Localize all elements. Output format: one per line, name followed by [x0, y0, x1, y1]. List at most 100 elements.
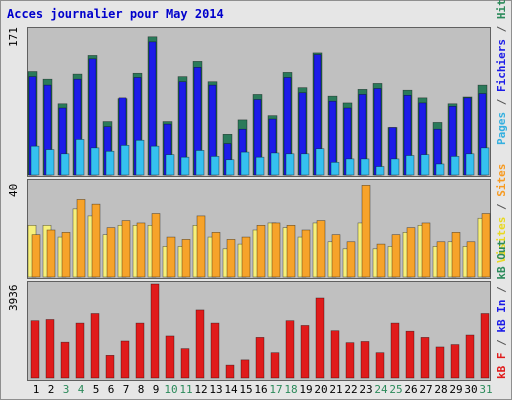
bar-pages: Pages 3: 25	[60, 153, 70, 176]
bar-sites: Sites 28: 15	[436, 241, 446, 278]
day-label: 30	[464, 383, 477, 396]
bar-sites: Sites 12: 26	[196, 215, 206, 278]
bar-kb: kB F 20: 3350	[315, 297, 325, 379]
bar-sites: Sites 20: 24	[316, 220, 326, 278]
bar-pages: Pages 30: 25	[465, 153, 475, 176]
bar-sites: Sites 23: 39	[361, 185, 371, 278]
bar-pages: Pages 2: 30	[45, 149, 55, 176]
bar-kb: kB F 6: 950	[105, 355, 115, 379]
bar-pages: Pages 10: 24	[165, 154, 175, 176]
bar-sites: Sites 22: 15	[346, 241, 356, 278]
bar-kb: kB F 17: 1060	[270, 352, 280, 379]
bar-kb: kB F 13: 2300	[210, 322, 220, 379]
bar-kb: kB F 31: 2700	[480, 313, 490, 379]
day-label: 14	[224, 383, 238, 396]
bar-pages: Pages 26: 23	[405, 155, 415, 176]
day-label: 17	[269, 383, 282, 396]
bar-sites: Sites 4: 33	[76, 199, 86, 278]
day-label: 1	[33, 383, 40, 396]
bar-sites: Sites 26: 21	[406, 227, 416, 278]
bar-kb: kB F 12: 2850	[195, 309, 205, 379]
day-label: 28	[434, 383, 447, 396]
bar-pages: Pages 12: 29	[195, 150, 205, 176]
bar-sites: Sites 5: 31	[91, 203, 101, 278]
bar-sites: Sites 6: 21	[106, 227, 116, 278]
bar-sites: Sites 14: 16	[226, 239, 236, 278]
bar-kb: kB F 23: 1530	[360, 341, 370, 379]
day-label: 19	[299, 383, 312, 396]
day-label: 5	[93, 383, 100, 396]
bar-kb: kB F 22: 1480	[345, 342, 355, 379]
day-label: 25	[389, 383, 402, 396]
bar-kb: kB F 1: 2400	[30, 320, 40, 379]
bar-pages: Pages 5: 32	[90, 147, 100, 176]
bar-kb: kB F 25: 2300	[390, 322, 400, 379]
bar-sites: Sites 31: 27	[481, 213, 491, 278]
bar-sites: Sites 30: 15	[466, 241, 476, 278]
chart-title: Acces journalier pour May 2014	[7, 7, 224, 21]
bar-kb: kB F 19: 2200	[300, 325, 310, 379]
day-label: 4	[78, 383, 85, 396]
day-label: 11	[179, 383, 192, 396]
day-label: 7	[123, 383, 130, 396]
bar-pages: Pages 31: 32	[480, 147, 490, 176]
bar-kb: kB F 7: 1550	[120, 340, 130, 379]
bar-sites: Sites 11: 16	[181, 239, 191, 278]
day-label: 22	[344, 383, 357, 396]
bar-sites: Sites 2: 20	[46, 229, 56, 278]
bar-pages: Pages 6: 28	[105, 150, 115, 176]
bar-pages: Pages 25: 19	[390, 158, 400, 176]
bar-kb: kB F 15: 760	[240, 359, 250, 379]
bar-kb: kB F 21: 1980	[330, 330, 340, 379]
bar-pages: Pages 1: 34	[30, 145, 40, 176]
day-label: 26	[404, 383, 417, 396]
day-label: 23	[359, 383, 372, 396]
bar-sites: Sites 7: 24	[121, 220, 131, 278]
bar-files: Fichiers 24: 102	[373, 88, 382, 176]
bar-kb: kB F 4: 2300	[75, 322, 85, 379]
day-label: 20	[314, 383, 327, 396]
bar-pages: Pages 19: 25	[300, 153, 310, 176]
day-label: 2	[48, 383, 55, 396]
bar-sites: Sites 18: 22	[286, 225, 296, 278]
day-label: 16	[254, 383, 267, 396]
bar-sites: Sites 9: 27	[151, 213, 161, 278]
bar-kb: kB F 10: 1760	[165, 335, 175, 379]
bar-kb: kB F 5: 2700	[90, 313, 100, 379]
bar-pages: Pages 16: 21	[255, 156, 265, 176]
bar-pages: Pages 13: 22	[210, 156, 220, 176]
bar-kb: kB F 9: 3936	[150, 283, 160, 379]
bar-kb: kB F 18: 2400	[285, 320, 295, 379]
bar-pages: Pages 17: 26	[270, 152, 280, 176]
bar-sites: Sites 16: 22	[256, 225, 266, 278]
bar-kb: kB F 2: 2450	[45, 319, 55, 379]
bar-kb: kB F 24: 1060	[375, 352, 385, 379]
day-label: 9	[153, 383, 160, 396]
bar-kb: kB F 3: 1500	[60, 341, 70, 379]
bar-sites: Sites 13: 19	[211, 232, 221, 278]
bar-pages: Pages 11: 21	[180, 156, 190, 176]
day-label: 21	[329, 383, 342, 396]
bar-kb: kB F 27: 1700	[420, 337, 430, 379]
day-label: 13	[209, 383, 222, 396]
bar-kb: kB F 30: 1800	[465, 334, 475, 379]
bar-kb: kB F 28: 1300	[435, 346, 445, 379]
bar-pages: Pages 29: 22	[450, 156, 460, 176]
bar-kb: kB F 8: 2300	[135, 322, 145, 379]
bar-pages: Pages 14: 18	[225, 159, 235, 176]
bar-pages: Pages 27: 24	[420, 154, 430, 176]
bar-sites: Sites 8: 23	[136, 222, 146, 278]
day-label: 8	[138, 383, 145, 396]
bar-pages: Pages 15: 27	[240, 151, 250, 176]
day-label: 3	[63, 383, 70, 396]
bar-sites: Sites 15: 17	[241, 236, 251, 278]
bar-sites: Sites 21: 18	[331, 234, 341, 278]
bar-sites: Sites 3: 19	[61, 232, 71, 278]
bar-pages: Pages 7: 35	[120, 145, 130, 176]
day-label: 31	[479, 383, 492, 396]
bar-pages: Pages 20: 31	[315, 148, 325, 176]
day-label: 12	[194, 383, 207, 396]
day-label: 15	[239, 383, 252, 396]
bar-kb: kB F 16: 1700	[255, 337, 265, 379]
